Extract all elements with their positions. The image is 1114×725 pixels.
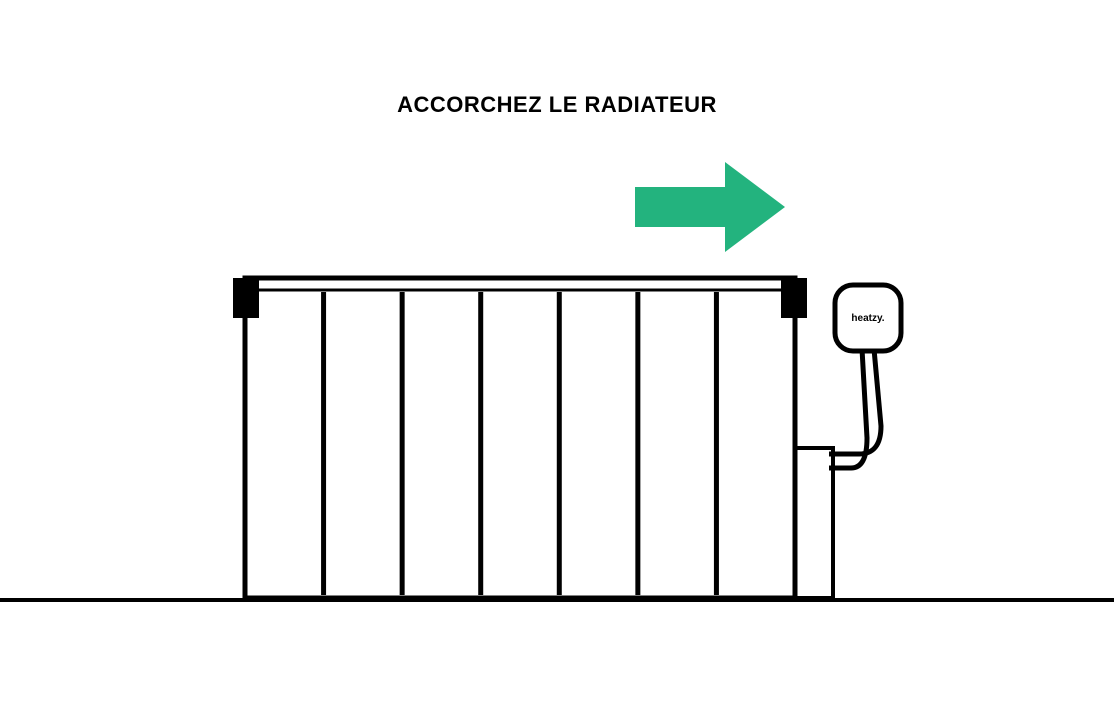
svg-text:heatzy.: heatzy.	[851, 313, 884, 324]
radiator-diagram: heatzy.	[0, 0, 1114, 720]
